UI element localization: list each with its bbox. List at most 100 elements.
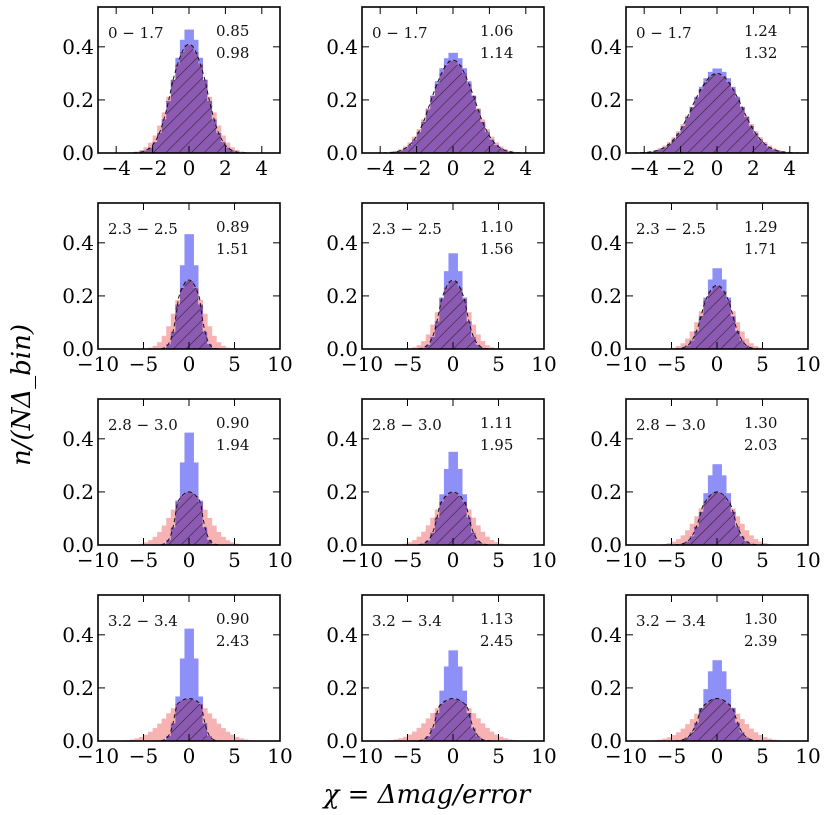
- hist-bar-excess: [671, 541, 677, 545]
- range-label: 3.2 − 3.4: [636, 612, 706, 630]
- hist-bar-excess: [184, 432, 190, 493]
- y-tick-label: 0.2: [326, 284, 358, 308]
- hist-bar-hatch: [489, 139, 495, 153]
- hist-bar-excess: [671, 137, 677, 140]
- y-tick-label: 0.4: [590, 623, 622, 647]
- hist-bar-hatch: [712, 698, 718, 741]
- hist-bar-hatch: [439, 298, 445, 349]
- hist-bar-excess: [170, 313, 176, 332]
- hist-bar-excess: [703, 493, 709, 502]
- hist-bar-hatch: [680, 125, 686, 153]
- hist-bar-excess: [680, 343, 686, 348]
- hist-bar-excess: [234, 736, 240, 741]
- hist-bar-excess: [457, 58, 463, 65]
- hist-bar-hatch: [430, 336, 436, 349]
- reference-curve: [626, 72, 808, 153]
- hist-bar-excess: [198, 500, 204, 502]
- hist-bar-hatch: [726, 81, 732, 153]
- hist-bar-hatch: [161, 119, 167, 153]
- hist-bar-excess: [484, 536, 490, 545]
- hist-bar-hatch: [698, 708, 704, 741]
- value-bottom-label: 1.56: [480, 240, 513, 258]
- hist-bar-excess: [475, 718, 481, 737]
- hist-bar-hatch: [712, 492, 718, 545]
- hist-bar-hatch: [143, 150, 149, 153]
- y-tick-label: 0.0: [590, 729, 622, 753]
- hist-bar-hatch: [207, 735, 213, 741]
- panel-2-1: −10 −5 0 5 10 0.0 0.2 0.4 2.8 − 3.0 1.11 1.95: [326, 398, 557, 572]
- hist-bar-excess: [193, 658, 199, 701]
- hist-bar-hatch: [229, 150, 235, 153]
- hist-bar-hatch: [202, 527, 208, 545]
- hist-bar-excess: [689, 719, 695, 733]
- value-bottom-label: 2.03: [744, 436, 777, 454]
- hist-bar-excess: [748, 728, 754, 740]
- hist-bar-hatch: [707, 700, 713, 741]
- hist-bar-excess: [717, 68, 722, 74]
- range-label: 2.8 − 3.0: [636, 416, 706, 434]
- x-tick-label: −2: [138, 156, 167, 180]
- hist-bar-excess: [694, 516, 700, 527]
- hist-bar-hatch: [193, 51, 199, 153]
- hist-bar-excess: [211, 112, 217, 120]
- hist-bar-excess: [148, 142, 153, 148]
- reference-curve: [626, 697, 808, 741]
- hist-bar-excess: [134, 151, 140, 153]
- value-bottom-label: 2.43: [216, 632, 249, 650]
- hist-bar-hatch: [434, 83, 440, 153]
- hist-bar-excess: [717, 660, 722, 699]
- hist-bar-hatch: [471, 336, 477, 349]
- hist-bar-excess: [744, 724, 750, 738]
- hist-bar-hatch: [152, 142, 158, 153]
- hist-bar-hatch: [685, 117, 691, 153]
- x-tick-label: 10: [795, 548, 820, 572]
- x-tick-label: 0: [711, 156, 724, 180]
- hist-bar-excess: [757, 541, 763, 545]
- hist-bar-excess: [489, 347, 495, 349]
- range-label: 3.2 − 3.4: [372, 612, 442, 630]
- hist-bar-excess: [207, 326, 213, 345]
- hist-bar-excess: [439, 68, 445, 74]
- hist-bar-excess: [402, 736, 408, 741]
- hist-bar-excess: [721, 71, 727, 77]
- hist-bar-excess: [202, 708, 208, 724]
- y-tick-label: 0.4: [590, 35, 622, 59]
- hist-bar-hatch: [457, 64, 463, 153]
- hist-bar-hatch: [735, 526, 741, 545]
- hist-bar-excess: [193, 265, 199, 288]
- hist-bar-excess: [430, 713, 436, 729]
- y-tick-label: 0.2: [590, 480, 622, 504]
- hist-bar-hatch: [402, 148, 408, 153]
- hist-bar-excess: [744, 530, 750, 542]
- y-tick-label: 0.0: [326, 729, 358, 753]
- x-tick-label: 0: [183, 352, 196, 376]
- x-tick-label: −10: [341, 744, 383, 768]
- hist-bar-excess: [161, 112, 167, 120]
- x-tick-label: −10: [605, 352, 647, 376]
- y-tick-label: 0.2: [326, 676, 358, 700]
- value-bottom-label: 1.14: [480, 44, 513, 62]
- y-tick-label: 0.0: [326, 337, 358, 361]
- hist-bar-hatch: [207, 101, 213, 153]
- x-tick-label: 4: [783, 156, 796, 180]
- x-tick-label: 10: [267, 548, 292, 572]
- hist-bar-excess: [753, 346, 759, 349]
- hist-bar-hatch: [730, 316, 736, 349]
- hist-bar-hatch: [439, 73, 445, 153]
- hist-bar-hatch: [689, 536, 695, 545]
- value-top-label: 0.89: [216, 218, 249, 236]
- hist-bar-hatch: [198, 501, 204, 545]
- panel-1-1: −10 −5 0 5 10 0.0 0.2 0.4 2.3 − 2.5 1.10 1.56: [326, 202, 557, 376]
- value-top-label: 1.13: [480, 610, 513, 628]
- hist-bar-excess: [416, 727, 422, 741]
- panel-1-2: −10 −5 0 5 10 0.0 0.2 0.4 2.3 − 2.5 1.29 1.71: [590, 202, 821, 376]
- hist-bar-excess: [753, 732, 759, 741]
- hist-bar-excess: [721, 475, 727, 496]
- x-tick-label: −5: [129, 352, 158, 376]
- hist-bar-excess: [707, 475, 713, 496]
- hist-bar-hatch: [457, 495, 463, 545]
- y-tick-label: 0.0: [62, 141, 94, 165]
- x-tick-label: 5: [228, 352, 241, 376]
- hist-bar-excess: [179, 462, 185, 496]
- hist-bar-hatch: [471, 728, 477, 741]
